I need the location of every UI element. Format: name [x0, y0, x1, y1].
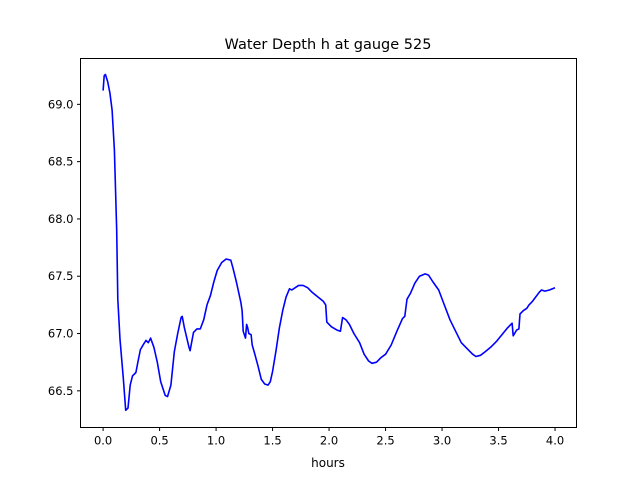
x-tick-label: 4.0: [546, 434, 564, 448]
y-tick-label: 68.5: [48, 155, 74, 169]
x-tick-label: 3.0: [433, 434, 451, 448]
y-axis: 66.5 67.0 67.5 68.0 68.5 69.0: [48, 97, 81, 398]
plot-area: [102, 73, 556, 412]
y-tick-label: 67.5: [48, 269, 74, 283]
y-tick-label: 66.5: [48, 384, 74, 398]
x-tick-label: 0.5: [150, 434, 168, 448]
chart-title: Water Depth h at gauge 525: [225, 37, 432, 53]
y-tick-label: 68.0: [48, 212, 74, 226]
x-tick-label: 2.5: [376, 434, 394, 448]
x-tick-label: 2.0: [320, 434, 338, 448]
y-tick-label: 69.0: [48, 97, 74, 111]
x-tick-label: 3.5: [489, 434, 507, 448]
x-axis-label: hours: [311, 456, 345, 470]
series-line-h: [102, 73, 556, 412]
x-tick-label: 1.5: [263, 434, 281, 448]
y-tick-label: 67.0: [48, 327, 74, 341]
x-tick-label: 1.0: [207, 434, 225, 448]
x-tick-label: 0.0: [94, 434, 112, 448]
axes-frame: [80, 58, 577, 428]
x-axis: 0.0 0.5 1.0 1.5 2.0 2.5 3.0 3.5 4.0: [94, 427, 564, 448]
